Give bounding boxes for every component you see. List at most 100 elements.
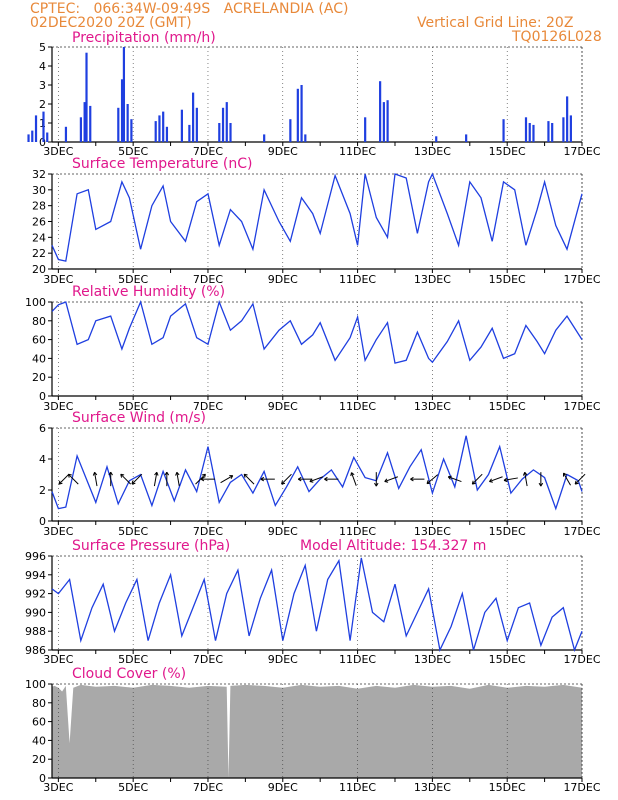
wind-vector-head: [538, 482, 544, 487]
x-tick-label: 3DEC: [43, 653, 73, 666]
precip-bar: [263, 134, 266, 142]
panel-1: Precipitation (mm/h)0123453DEC5DEC7DEC9D…: [27, 30, 601, 158]
wind-vector-head: [175, 471, 180, 476]
wind-vector: [489, 476, 503, 483]
x-tick-label: 5DEC: [118, 781, 148, 794]
precip-bar: [46, 132, 49, 142]
header-grid-note: Vertical Grid Line: 20Z: [417, 15, 574, 31]
y-tick-label: 20: [32, 371, 46, 384]
precip-bar: [27, 134, 30, 142]
wind-vector-head: [58, 480, 63, 485]
y-tick-label: 6: [39, 422, 46, 435]
x-tick-label: 7DEC: [193, 781, 223, 794]
precip-bar: [126, 104, 129, 142]
x-tick-label: 11DEC: [339, 653, 376, 666]
wind-vector-head: [503, 477, 508, 483]
x-tick-label: 17DEC: [563, 273, 600, 286]
wind-vector-head: [574, 480, 579, 485]
wind-vector-head: [410, 476, 414, 482]
wind-vector-head: [131, 480, 136, 485]
precip-bar: [79, 117, 83, 142]
y-tick-label: 0: [39, 772, 46, 785]
wind-vector: [58, 473, 70, 485]
wind-vector-head: [562, 472, 567, 477]
panel-2: Surface Temperature (nC) 20 22 24 26 28 30 32 3D…: [32, 156, 601, 286]
x-tick-label: 15DEC: [489, 525, 526, 538]
x-tick-label: 15DEC: [489, 400, 526, 413]
x-tick-label: 13DEC: [414, 525, 451, 538]
wind-vector-head: [384, 478, 389, 483]
wind-vector: [243, 473, 255, 485]
x-tick-label: 11DEC: [339, 400, 376, 413]
x-tick-label: 11DEC: [339, 273, 376, 286]
x-tick-label: 7DEC: [193, 525, 223, 538]
x-tick-label: 3DEC: [43, 781, 73, 794]
y-tick-label: 2: [39, 98, 46, 111]
x-tick-label: 9DEC: [268, 145, 298, 158]
x-tick-label: 11DEC: [339, 525, 376, 538]
x-tick-label: 3DEC: [43, 525, 73, 538]
precip-bar: [218, 123, 221, 142]
precip-bar: [221, 107, 225, 142]
precip-bar: [524, 117, 528, 142]
y-tick-label: 26: [32, 216, 46, 229]
y-tick-label: 990: [25, 606, 46, 619]
precip-bar: [34, 115, 38, 142]
x-tick-label: 15DEC: [489, 653, 526, 666]
x-tick-label: 9DEC: [268, 273, 298, 286]
x-tick-label: 17DEC: [563, 653, 600, 666]
precip-bar: [528, 123, 531, 142]
y-tick-label: 3: [39, 79, 46, 92]
wind-vector: [94, 472, 98, 487]
precip-bar: [83, 102, 86, 142]
x-tick-label: 5DEC: [118, 525, 148, 538]
wind-vector-head: [324, 476, 328, 482]
precip-bar: [31, 130, 34, 142]
precip-bar: [154, 121, 157, 142]
y-tick-label: 80: [32, 697, 46, 710]
x-tick-label: 13DEC: [414, 145, 451, 158]
y-tick-label: 2: [39, 484, 46, 497]
precip-bar: [117, 107, 120, 142]
wind-vector-head: [108, 471, 113, 476]
panel-4: Surface Wind (m/s) 0 2 4 6 3DEC 5DEC 7DEC 9DEC 11…: [39, 410, 601, 538]
wind-vector-head: [120, 473, 125, 478]
header-station: CPTEC: 066:34W-09:49S ACRELANDIA (AC): [30, 1, 349, 17]
x-tick-label: 5DEC: [118, 400, 148, 413]
precip-bar: [364, 117, 367, 142]
wind-vector: [384, 476, 398, 483]
panel-annotation: Model Altitude: 154.327 m: [300, 538, 486, 554]
x-tick-label: 7DEC: [193, 273, 223, 286]
panel-5: Surface Pressure (hPa) Model Altitude: 15…: [25, 538, 601, 666]
y-tick-label: 32: [32, 168, 46, 181]
x-tick-label: 5DEC: [118, 273, 148, 286]
x-tick-label: 17DEC: [563, 145, 600, 158]
wind-vector: [524, 472, 528, 487]
series-line: [51, 435, 583, 511]
x-tick-label: 11DEC: [339, 781, 376, 794]
x-tick-label: 9DEC: [268, 525, 298, 538]
panel-title: Cloud Cover (%): [72, 666, 186, 682]
header-model-id: TQ0126L028: [512, 29, 602, 45]
precip-bar: [89, 105, 92, 142]
series-line: [51, 172, 583, 262]
x-tick-label: 13DEC: [414, 273, 451, 286]
wind-vector-head: [297, 476, 302, 482]
x-tick-label: 11DEC: [339, 145, 376, 158]
panel-3: Relative Humidity (%) 0 20 40 60 80 100 3DEC 5DE…: [25, 284, 601, 413]
x-tick-label: 15DEC: [489, 273, 526, 286]
x-tick-label: 3DEC: [43, 273, 73, 286]
y-tick-label: 40: [32, 352, 46, 365]
cloud-cover-area: [52, 684, 582, 778]
panel-6: Cloud Cover (%) 0 20 40 60 80 100 3DEC 5DEC 7DEC 9…: [25, 666, 601, 794]
precip-bar: [379, 81, 382, 142]
series-line: [51, 557, 583, 653]
precip-bar: [85, 52, 88, 143]
precip-bar: [569, 115, 572, 142]
precip-bar: [562, 117, 565, 142]
wind-vector: [176, 472, 180, 487]
y-tick-label: 992: [25, 588, 46, 601]
wind-vector-head: [200, 476, 205, 482]
wind-vector: [574, 473, 586, 485]
y-tick-label: 22: [32, 247, 46, 260]
